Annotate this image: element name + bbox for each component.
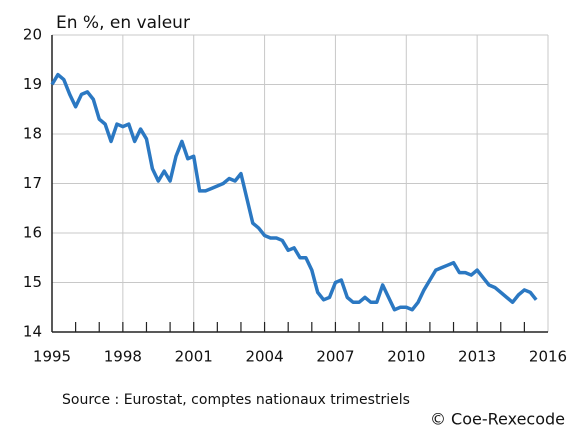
y-tick-label: 15: [23, 273, 42, 291]
x-tick-label: 1998: [104, 348, 142, 366]
x-tick-label: 2010: [387, 348, 425, 366]
line-series: [50, 72, 538, 312]
y-tick-label: 18: [23, 125, 42, 143]
copyright: © Coe-Rexecode: [430, 410, 565, 428]
x-tick-label: 2007: [316, 348, 354, 366]
y-tick-label: 17: [23, 174, 42, 192]
y-tick-label: 14: [23, 323, 42, 341]
y-tick-label: 19: [23, 75, 42, 93]
x-tick-label: 2001: [175, 348, 213, 366]
y-tick-label: 16: [23, 224, 42, 242]
x-tick-label: 2016: [529, 348, 567, 366]
x-tick-label: 1995: [33, 348, 71, 366]
y-tick-label: 20: [23, 26, 42, 44]
title-background: [54, 12, 216, 34]
x-tick-label: 2004: [245, 348, 283, 366]
chart-title: En %, en valeur: [56, 13, 190, 33]
source: Source : Eurostat, comptes nationaux tri…: [62, 392, 410, 408]
x-tick-label: 2013: [458, 348, 496, 366]
